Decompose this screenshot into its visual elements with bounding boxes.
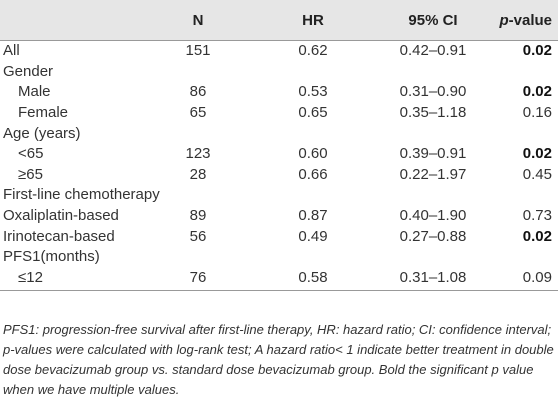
- row-label: Oxaliplatin-based: [3, 207, 119, 225]
- data-row: Male 86 0.53 0.31–0.90 0.02: [0, 82, 558, 103]
- header-row: N HR 95% CI p-value: [0, 0, 558, 41]
- cell: 0.02: [522, 227, 552, 245]
- cell: 0.02: [522, 42, 552, 60]
- cell: 0.02: [522, 83, 552, 101]
- cell: 0.35–1.18: [399, 104, 467, 122]
- cell: 76: [168, 267, 228, 292]
- cell: 0.66: [298, 165, 328, 183]
- cell: 0.58: [228, 267, 398, 292]
- data-row: ≤12 76 0.58 0.31–1.08 0.09: [0, 267, 558, 292]
- cell: 0.60: [298, 145, 328, 163]
- cell: 0.31–1.08: [398, 267, 468, 292]
- cell: 0.42–0.91: [399, 42, 467, 60]
- cell: 0.40–1.90: [399, 207, 467, 225]
- cell: 56: [189, 227, 207, 245]
- cell: 0.73: [522, 207, 552, 225]
- row-label: ≥65: [18, 165, 43, 183]
- data-row: Oxaliplatin-based 89 0.87 0.40–1.90 0.73: [0, 206, 558, 227]
- row-label: ≤12: [0, 267, 168, 292]
- data-row: All 151 0.62 0.42–0.91 0.02: [0, 41, 558, 62]
- cell: 86: [189, 83, 207, 101]
- footnote: PFS1: progression-free survival after fi…: [3, 322, 554, 397]
- row-label: <65: [18, 145, 44, 163]
- cell: 0.09: [468, 267, 558, 292]
- cell: 0.31–0.90: [399, 83, 467, 101]
- cell: 0.87: [298, 207, 328, 225]
- row-label: Male: [18, 83, 51, 101]
- table-header: N HR 95% CI p-value: [0, 0, 558, 41]
- cell: 151: [185, 42, 211, 60]
- header-cell: 95% CI: [398, 0, 468, 41]
- section-label: First-line chemotherapy: [3, 186, 160, 204]
- header-cell: HR: [228, 0, 398, 41]
- cell: 123: [185, 145, 211, 163]
- data-row: ≥65 28 0.66 0.22–1.97 0.45: [0, 165, 558, 186]
- cell: 65: [189, 104, 207, 122]
- cell: 0.27–0.88: [399, 227, 467, 245]
- data-row: <65 123 0.60 0.39–0.91 0.02: [0, 144, 558, 165]
- data-row: Female 65 0.65 0.35–1.18 0.16: [0, 103, 558, 124]
- row-label: All: [3, 42, 20, 60]
- data-row: Irinotecan-based 56 0.49 0.27–0.88 0.02: [0, 226, 558, 247]
- section-row: Age (years): [0, 123, 558, 144]
- row-label: Female: [18, 104, 69, 122]
- results-table: N HR 95% CI p-value All 151 0.62 0.42–0.91 0.02…: [0, 0, 558, 292]
- section-row: First-line chemotherapy: [0, 185, 558, 206]
- cell: 0.62: [298, 42, 328, 60]
- section-label: Gender: [3, 62, 54, 80]
- cell: 0.49: [298, 227, 328, 245]
- section-row: PFS1(months): [0, 247, 558, 268]
- cell: 28: [189, 165, 207, 183]
- header-cell: p-value: [468, 0, 558, 41]
- header-cell: [0, 0, 168, 41]
- table-body: All 151 0.62 0.42–0.91 0.02 Gender Male 86 0.53 0…: [0, 41, 558, 292]
- cell: 0.22–1.97: [399, 165, 467, 183]
- section-row: Gender: [0, 62, 558, 83]
- cell: 0.53: [298, 83, 328, 101]
- cell: 0.02: [522, 145, 552, 163]
- section-label: PFS1(months): [3, 248, 100, 266]
- header-cell: N: [168, 0, 228, 41]
- cell: 0.39–0.91: [399, 145, 467, 163]
- row-label: Irinotecan-based: [3, 227, 115, 245]
- cell: 0.45: [522, 165, 552, 183]
- cell: 0.16: [522, 104, 552, 122]
- section-label: Age (years): [3, 124, 81, 142]
- cell: 89: [189, 207, 207, 225]
- cell: 0.65: [298, 104, 328, 122]
